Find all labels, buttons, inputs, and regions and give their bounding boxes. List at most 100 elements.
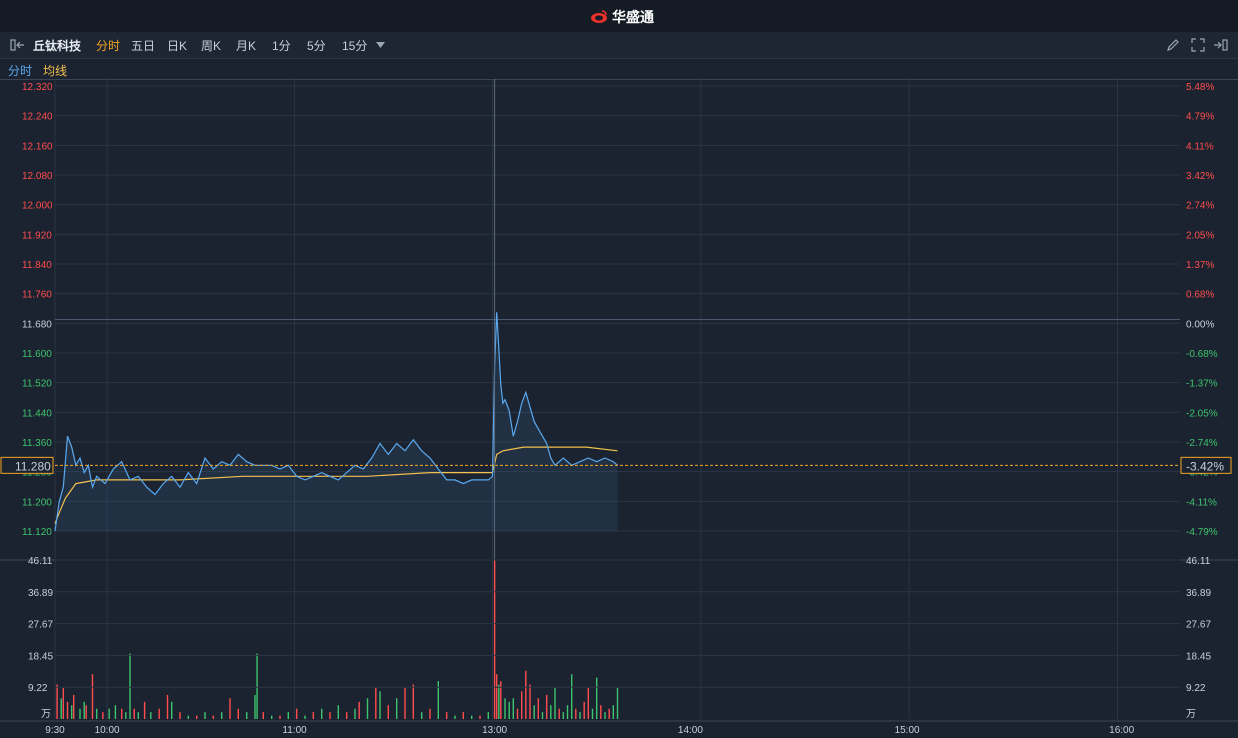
volume-bar	[566, 705, 569, 719]
y-tick-label: 11.520	[22, 379, 52, 390]
volume-bar	[179, 712, 181, 719]
volume-bar	[296, 708, 298, 719]
y-tick-label: 11.200	[22, 497, 52, 508]
volume-bar	[516, 708, 519, 719]
volume-bar	[587, 688, 589, 719]
fullscreen-icon[interactable]	[1191, 38, 1205, 52]
pct-tick-label: -4.11%	[1186, 497, 1217, 508]
volume-bar	[583, 701, 585, 719]
volume-bar	[133, 708, 135, 719]
pct-tick-label: 2.74%	[1186, 201, 1214, 212]
crosshair-pct-box	[1180, 456, 1232, 474]
volume-bar	[454, 715, 456, 719]
volume-bar	[204, 712, 206, 719]
pct-tick-label: 0.00%	[1186, 319, 1214, 330]
toolbar: 丘钛科技 分时 五日 日K 周K 月K 1分 5分 15分	[0, 32, 1238, 59]
volume-bar	[504, 698, 506, 719]
volume-bar	[396, 698, 398, 719]
legend-bar: 分时 均线	[0, 59, 1238, 80]
volume-bar	[56, 684, 58, 719]
volume-bar	[533, 705, 535, 719]
volume-bar	[479, 715, 481, 719]
y-tick-label: 12.240	[22, 112, 53, 123]
x-tick-label: 14:00	[678, 725, 703, 736]
volume-bar	[529, 684, 531, 719]
vol-tick-left: 9.22	[28, 683, 48, 694]
volume-bar	[358, 701, 360, 719]
collapse-right-icon[interactable]	[1212, 38, 1228, 52]
volume-bar	[304, 715, 306, 719]
volume-bar	[329, 712, 331, 719]
collapse-left-icon[interactable]	[10, 38, 26, 52]
y-tick-label: 11.680	[22, 319, 52, 330]
vol-unit-right: 万	[1186, 709, 1196, 720]
volume-bar	[437, 681, 439, 719]
volume-bar	[500, 681, 502, 719]
pct-tick-label: 4.79%	[1186, 112, 1214, 123]
vol-tick-right: 46.11	[1186, 556, 1211, 567]
pct-tick-label: -4.79%	[1186, 527, 1218, 538]
volume-bar	[496, 674, 498, 719]
vol-tick-right: 18.45	[1186, 651, 1211, 662]
tab-five-day[interactable]: 五日	[131, 39, 156, 53]
y-tick-label: 11.440	[22, 408, 52, 419]
y-tick-label: 12.080	[22, 171, 53, 182]
tab-fenshi[interactable]: 分时	[96, 39, 121, 53]
volume-bar	[271, 715, 273, 719]
top-bar: 华盛通	[0, 0, 1238, 32]
volume-bar	[137, 712, 139, 719]
pct-tick-label: 0.68%	[1186, 290, 1214, 301]
x-tick-label: 10:00	[95, 725, 120, 736]
volume-bar	[287, 712, 289, 719]
pct-tick-label: -0.68%	[1186, 349, 1218, 360]
volume-bar	[102, 712, 104, 719]
volume-bar	[554, 688, 556, 719]
volume-bar	[379, 691, 381, 719]
y-tick-label: 12.320	[22, 82, 53, 93]
pct-tick-label: 1.37%	[1186, 260, 1214, 271]
volume-bar	[412, 684, 414, 719]
intraday-chart[interactable]: 12.320 12.240 12.160 12.080 12.000 11.920 11.8…	[0, 79, 1238, 738]
volume-bar	[471, 715, 473, 719]
vol-unit-left: 万	[41, 709, 51, 720]
legend-price: 分时	[8, 64, 33, 78]
tab-day-k[interactable]: 日K	[167, 39, 188, 53]
volume-bar	[125, 712, 127, 719]
volume-bar	[321, 708, 323, 719]
volume-bar	[254, 694, 256, 719]
volume-bar	[196, 715, 198, 719]
volume-bar	[498, 684, 500, 719]
volume-bar	[600, 705, 602, 719]
y-tick-label: 11.360	[22, 438, 52, 449]
tab-1min[interactable]: 1分	[272, 39, 291, 53]
legend-average: 均线	[43, 64, 68, 78]
tab-5min[interactable]: 5分	[307, 39, 326, 53]
volume-bar	[221, 712, 223, 719]
tab-week-k[interactable]: 周K	[201, 39, 222, 53]
volume-bar	[83, 701, 85, 719]
volume-axis: 46.11 46.11 36.89 36.89 27.67 27.67 18.45 18.45…	[28, 556, 1211, 720]
average-line	[54, 446, 618, 524]
volume-bar	[187, 715, 189, 719]
pct-tick-label: 2.05%	[1186, 230, 1214, 241]
y-tick-label: 11.120	[22, 527, 52, 538]
price-line	[54, 312, 618, 532]
volume-bar	[546, 694, 548, 719]
vol-tick-left: 46.11	[28, 556, 53, 567]
crosshair-price-label: 11.280	[15, 459, 51, 473]
y-tick-label: 11.760	[22, 290, 52, 301]
volume-bar	[171, 701, 173, 719]
volume-bar	[129, 653, 131, 719]
pencil-icon[interactable]	[1166, 38, 1180, 52]
volume-bar	[143, 701, 146, 719]
tab-month-k[interactable]: 月K	[236, 39, 257, 53]
volume-bar	[558, 708, 560, 719]
volume-bar	[229, 698, 231, 719]
volume-bar	[262, 712, 264, 719]
volume-bar	[150, 712, 152, 719]
volume-bar	[521, 691, 523, 719]
volume-bar	[612, 705, 614, 719]
tab-15min[interactable]: 15分	[342, 39, 368, 53]
chevron-down-icon[interactable]	[376, 42, 385, 48]
volume-bar	[91, 674, 94, 719]
